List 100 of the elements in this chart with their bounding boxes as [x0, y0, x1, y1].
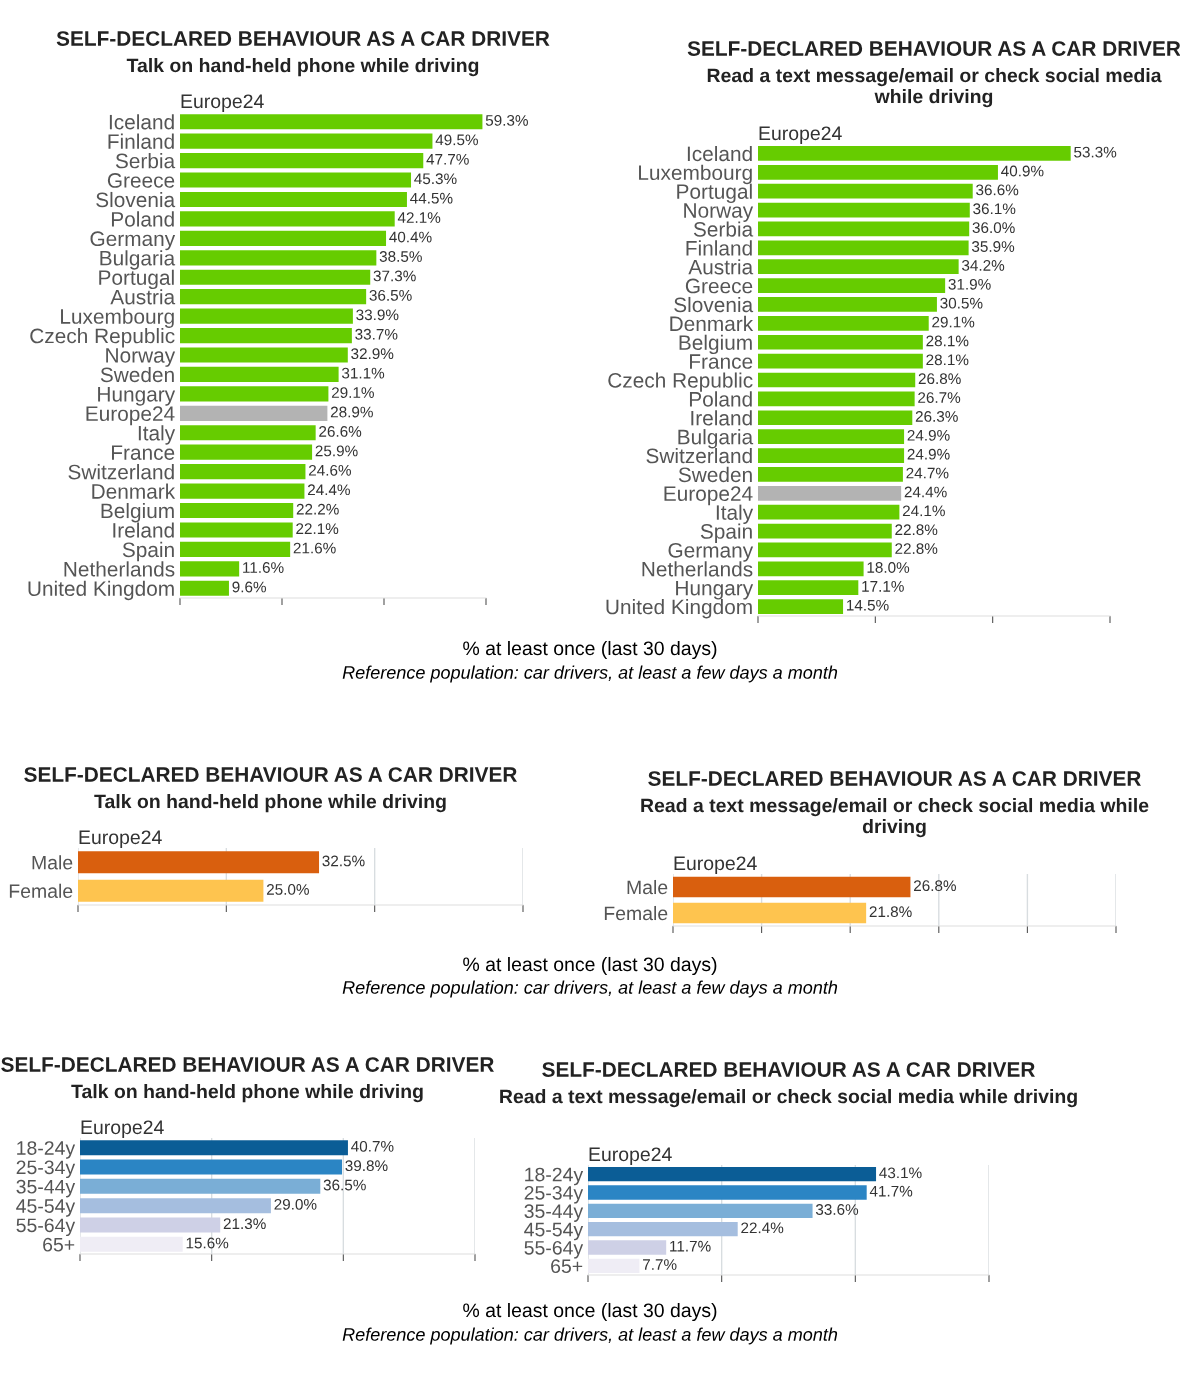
data-label: 7.7% [643, 1259, 677, 1270]
y-tick-label: Sweden [100, 366, 174, 383]
data-label: 22.2% [296, 503, 339, 515]
bar [588, 1240, 667, 1255]
y-tick-label: Female [9, 883, 73, 898]
data-label: 33.6% [815, 1204, 859, 1215]
y-tick-label: Denmark [92, 483, 176, 499]
y-tick-label: Luxembourg [639, 164, 752, 185]
y-tick-label: Norway [106, 348, 176, 367]
data-label: 36.6% [976, 184, 1019, 196]
y-tick-label: 35-44y [524, 1204, 584, 1222]
bar [180, 250, 377, 266]
bar [758, 523, 892, 539]
data-label: 40.9% [1001, 165, 1044, 177]
chart-subtitle: Read a text message/email or check social media while driving [500, 1089, 1077, 1108]
bar [758, 467, 903, 482]
y-tick-label: Italy [716, 504, 754, 525]
bar [588, 1185, 867, 1200]
bar [758, 316, 929, 331]
data-label: 33.9% [356, 309, 399, 321]
data-label: 34.2% [962, 260, 1005, 271]
bar [180, 464, 306, 480]
data-label: 17.1% [862, 581, 904, 592]
data-label: 15.6% [186, 1237, 229, 1249]
y-tick-label: France [112, 445, 175, 460]
data-label: 31.9% [948, 278, 991, 290]
text: Europe24 [181, 94, 264, 112]
data-label: 14.5% [847, 599, 889, 611]
bar [758, 353, 923, 369]
data-label: 26.7% [918, 392, 961, 403]
y-tick-label: Switzerland [646, 447, 752, 464]
bar [758, 448, 905, 463]
y-tick-label: Finland [108, 133, 174, 149]
data-label: 35.9% [971, 241, 1015, 252]
y-tick-label: Slovenia [674, 296, 754, 313]
bar [758, 259, 959, 275]
y-tick-label: Belgium [679, 334, 752, 355]
text: Europe24 [759, 126, 842, 144]
y-tick-label: Portugal [99, 269, 174, 290]
bar [588, 1203, 813, 1218]
bar [180, 386, 329, 402]
data-label: 11.7% [670, 1240, 711, 1252]
data-label: 24.1% [902, 505, 945, 517]
bar [180, 483, 305, 499]
data-label: 29.1% [331, 387, 374, 398]
y-tick-label: Europe24 [664, 486, 753, 506]
bar [180, 366, 339, 383]
y-tick-label: France [690, 354, 753, 369]
data-label: 28.1% [926, 335, 969, 347]
bar [588, 1222, 738, 1237]
y-tick-label: 25-34y [524, 1185, 584, 1204]
data-label: 40.4% [389, 231, 432, 243]
bar [758, 504, 900, 520]
bar [758, 183, 973, 199]
y-tick-label: 35-44y [16, 1179, 76, 1198]
data-label: 29.1% [932, 316, 975, 328]
y-tick-label: Europe24 [86, 406, 175, 426]
data-label: 24.7% [906, 467, 949, 479]
data-label: 40.7% [351, 1140, 394, 1152]
bar [180, 522, 293, 538]
bar [758, 580, 859, 596]
chart-subtitle: Read a text message/email or check social media while driving [641, 798, 1149, 838]
y-tick-label: Luxembourg [61, 308, 174, 328]
y-tick-label: 65+ [551, 1259, 583, 1274]
data-label: 29.0% [274, 1198, 317, 1210]
chart-subtitle: Talk on hand-held phone while driving [94, 794, 446, 813]
bar [180, 425, 316, 441]
y-tick-label: Spain [700, 523, 752, 543]
bar [758, 146, 1071, 161]
text: Reference population: car drivers, at least a few days a month [342, 1327, 838, 1345]
bar [180, 580, 229, 596]
bar [758, 599, 844, 614]
bar [180, 153, 424, 169]
bar [758, 485, 902, 501]
bar [758, 278, 946, 293]
data-label: 26.3% [915, 411, 958, 422]
data-label: 25.0% [266, 884, 309, 895]
y-tick-label: 25-34y [16, 1160, 76, 1179]
bar [588, 1258, 640, 1273]
y-tick-label: Netherlands [642, 561, 753, 577]
bar [180, 230, 387, 246]
data-label: 30.5% [940, 297, 983, 309]
chart-title: SELF-DECLARED BEHAVIOUR AS A CAR DRIVER [687, 41, 1180, 56]
chart-title: SELF-DECLARED BEHAVIOUR AS A CAR DRIVER [1, 1057, 494, 1072]
bar [180, 133, 433, 149]
y-tick-label: Serbia [115, 153, 176, 169]
bar [80, 1178, 321, 1194]
bar [180, 347, 348, 363]
data-label: 26.8% [918, 373, 961, 385]
data-label: 22.4% [741, 1222, 784, 1234]
data-label: 47.7% [426, 153, 469, 165]
bar [180, 502, 294, 519]
y-tick-label: Finland [686, 240, 752, 256]
data-label: 36.5% [369, 289, 412, 301]
data-label: 21.6% [293, 542, 336, 554]
x-axis-title: % at least once (last 30 days) [463, 640, 717, 660]
data-label: 41.7% [869, 1185, 913, 1197]
data-label: 22.8% [895, 524, 938, 536]
y-tick-label: Ireland [113, 522, 174, 538]
chart-subtitle: Talk on hand-held phone while driving [126, 58, 479, 77]
